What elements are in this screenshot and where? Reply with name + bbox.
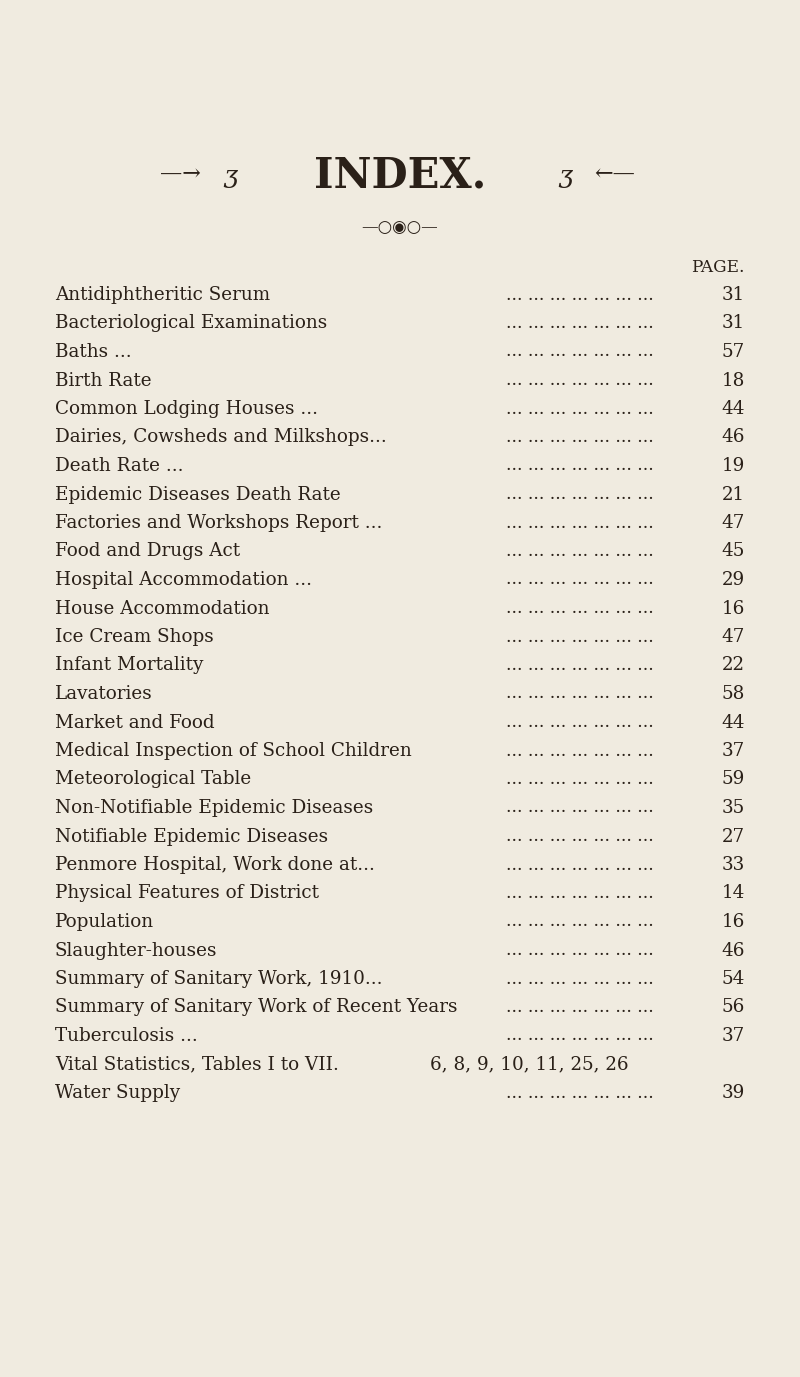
Text: 47: 47 xyxy=(722,514,745,532)
Text: ... ... ... ... ... ... ...: ... ... ... ... ... ... ... xyxy=(506,942,654,958)
Text: Antidiphtheritic Serum: Antidiphtheritic Serum xyxy=(55,286,270,304)
Text: Dairies, Cowsheds and Milkshops...: Dairies, Cowsheds and Milkshops... xyxy=(55,428,386,446)
Text: Tuberculosis ...: Tuberculosis ... xyxy=(55,1027,198,1045)
Text: —○◉○—: —○◉○— xyxy=(362,219,438,237)
Text: Physical Features of District: Physical Features of District xyxy=(55,884,319,902)
Text: ... ... ... ... ... ... ...: ... ... ... ... ... ... ... xyxy=(506,913,654,931)
Text: —→: —→ xyxy=(159,164,201,186)
Text: ... ... ... ... ... ... ...: ... ... ... ... ... ... ... xyxy=(506,571,654,588)
Text: 31: 31 xyxy=(722,286,745,304)
Text: Market and Food: Market and Food xyxy=(55,713,214,731)
Text: ... ... ... ... ... ... ...: ... ... ... ... ... ... ... xyxy=(506,771,654,788)
Text: ʒ: ʒ xyxy=(558,165,572,189)
Text: Medical Inspection of School Children: Medical Inspection of School Children xyxy=(55,742,412,760)
Text: Water Supply: Water Supply xyxy=(55,1084,180,1102)
Text: Common Lodging Houses ...: Common Lodging Houses ... xyxy=(55,399,318,419)
Text: Ice Cream Shops: Ice Cream Shops xyxy=(55,628,214,646)
Text: Death Rate ...: Death Rate ... xyxy=(55,457,183,475)
Text: ... ... ... ... ... ... ...: ... ... ... ... ... ... ... xyxy=(506,515,654,532)
Text: Non-Notifiable Epidemic Diseases: Non-Notifiable Epidemic Diseases xyxy=(55,799,374,817)
Text: Food and Drugs Act: Food and Drugs Act xyxy=(55,543,240,560)
Text: Lavatories: Lavatories xyxy=(55,684,153,704)
Text: ... ... ... ... ... ... ...: ... ... ... ... ... ... ... xyxy=(506,856,654,873)
Text: INDEX.: INDEX. xyxy=(314,154,486,196)
Text: ... ... ... ... ... ... ...: ... ... ... ... ... ... ... xyxy=(506,1027,654,1045)
Text: Hospital Accommodation ...: Hospital Accommodation ... xyxy=(55,571,312,589)
Text: ... ... ... ... ... ... ...: ... ... ... ... ... ... ... xyxy=(506,286,654,303)
Text: 22: 22 xyxy=(722,657,745,675)
Text: ... ... ... ... ... ... ...: ... ... ... ... ... ... ... xyxy=(506,401,654,417)
Text: 35: 35 xyxy=(722,799,745,817)
Text: 29: 29 xyxy=(722,571,745,589)
Text: Epidemic Diseases Death Rate: Epidemic Diseases Death Rate xyxy=(55,486,341,504)
Text: 57: 57 xyxy=(722,343,745,361)
Text: ... ... ... ... ... ... ...: ... ... ... ... ... ... ... xyxy=(506,657,654,673)
Text: Notifiable Epidemic Diseases: Notifiable Epidemic Diseases xyxy=(55,828,328,845)
Text: 6, 8, 9, 10, 11, 25, 26: 6, 8, 9, 10, 11, 25, 26 xyxy=(430,1056,629,1074)
Text: 58: 58 xyxy=(722,684,745,704)
Text: ... ... ... ... ... ... ...: ... ... ... ... ... ... ... xyxy=(506,457,654,475)
Text: Summary of Sanitary Work of Recent Years: Summary of Sanitary Work of Recent Years xyxy=(55,998,458,1016)
Text: 16: 16 xyxy=(722,913,745,931)
Text: 47: 47 xyxy=(722,628,745,646)
Text: 54: 54 xyxy=(722,969,745,989)
Text: ... ... ... ... ... ... ...: ... ... ... ... ... ... ... xyxy=(506,715,654,731)
Text: ʒ: ʒ xyxy=(223,165,237,189)
Text: 27: 27 xyxy=(722,828,745,845)
Text: ... ... ... ... ... ... ...: ... ... ... ... ... ... ... xyxy=(506,430,654,446)
Text: ... ... ... ... ... ... ...: ... ... ... ... ... ... ... xyxy=(506,343,654,361)
Text: ... ... ... ... ... ... ...: ... ... ... ... ... ... ... xyxy=(506,742,654,760)
Text: Slaughter-houses: Slaughter-houses xyxy=(55,942,218,960)
Text: Factories and Workshops Report ...: Factories and Workshops Report ... xyxy=(55,514,382,532)
Text: Birth Rate: Birth Rate xyxy=(55,372,152,390)
Text: Bacteriological Examinations: Bacteriological Examinations xyxy=(55,314,327,332)
Text: Baths ...: Baths ... xyxy=(55,343,132,361)
Text: PAGE.: PAGE. xyxy=(691,259,745,277)
Text: Vital Statistics, Tables I to VII.: Vital Statistics, Tables I to VII. xyxy=(55,1056,339,1074)
Text: 56: 56 xyxy=(722,998,745,1016)
Text: 33: 33 xyxy=(722,856,745,874)
Text: 44: 44 xyxy=(722,713,745,731)
Text: House Accommodation: House Accommodation xyxy=(55,599,270,617)
Text: ... ... ... ... ... ... ...: ... ... ... ... ... ... ... xyxy=(506,998,654,1016)
Text: 19: 19 xyxy=(722,457,745,475)
Text: 21: 21 xyxy=(722,486,745,504)
Text: ←—: ←— xyxy=(594,164,635,186)
Text: ... ... ... ... ... ... ...: ... ... ... ... ... ... ... xyxy=(506,372,654,388)
Text: ... ... ... ... ... ... ...: ... ... ... ... ... ... ... xyxy=(506,1085,654,1102)
Text: Population: Population xyxy=(55,913,154,931)
Text: 59: 59 xyxy=(722,771,745,789)
Text: Penmore Hospital, Work done at...: Penmore Hospital, Work done at... xyxy=(55,856,375,874)
Text: 44: 44 xyxy=(722,399,745,419)
Text: ... ... ... ... ... ... ...: ... ... ... ... ... ... ... xyxy=(506,628,654,646)
Text: ... ... ... ... ... ... ...: ... ... ... ... ... ... ... xyxy=(506,800,654,817)
Text: ... ... ... ... ... ... ...: ... ... ... ... ... ... ... xyxy=(506,686,654,702)
Text: 37: 37 xyxy=(722,742,745,760)
Text: ... ... ... ... ... ... ...: ... ... ... ... ... ... ... xyxy=(506,828,654,845)
Text: Infant Mortality: Infant Mortality xyxy=(55,657,203,675)
Text: 46: 46 xyxy=(722,428,745,446)
Text: 37: 37 xyxy=(722,1027,745,1045)
Text: ... ... ... ... ... ... ...: ... ... ... ... ... ... ... xyxy=(506,486,654,503)
Text: ... ... ... ... ... ... ...: ... ... ... ... ... ... ... xyxy=(506,315,654,332)
Text: 39: 39 xyxy=(722,1084,745,1102)
Text: 46: 46 xyxy=(722,942,745,960)
Text: 45: 45 xyxy=(722,543,745,560)
Text: Summary of Sanitary Work, 1910...: Summary of Sanitary Work, 1910... xyxy=(55,969,382,989)
Text: 31: 31 xyxy=(722,314,745,332)
Text: 14: 14 xyxy=(722,884,745,902)
Text: ... ... ... ... ... ... ...: ... ... ... ... ... ... ... xyxy=(506,885,654,902)
Text: 18: 18 xyxy=(722,372,745,390)
Text: ... ... ... ... ... ... ...: ... ... ... ... ... ... ... xyxy=(506,971,654,987)
Text: ... ... ... ... ... ... ...: ... ... ... ... ... ... ... xyxy=(506,543,654,560)
Text: ... ... ... ... ... ... ...: ... ... ... ... ... ... ... xyxy=(506,600,654,617)
Text: Meteorological Table: Meteorological Table xyxy=(55,771,251,789)
Text: 16: 16 xyxy=(722,599,745,617)
